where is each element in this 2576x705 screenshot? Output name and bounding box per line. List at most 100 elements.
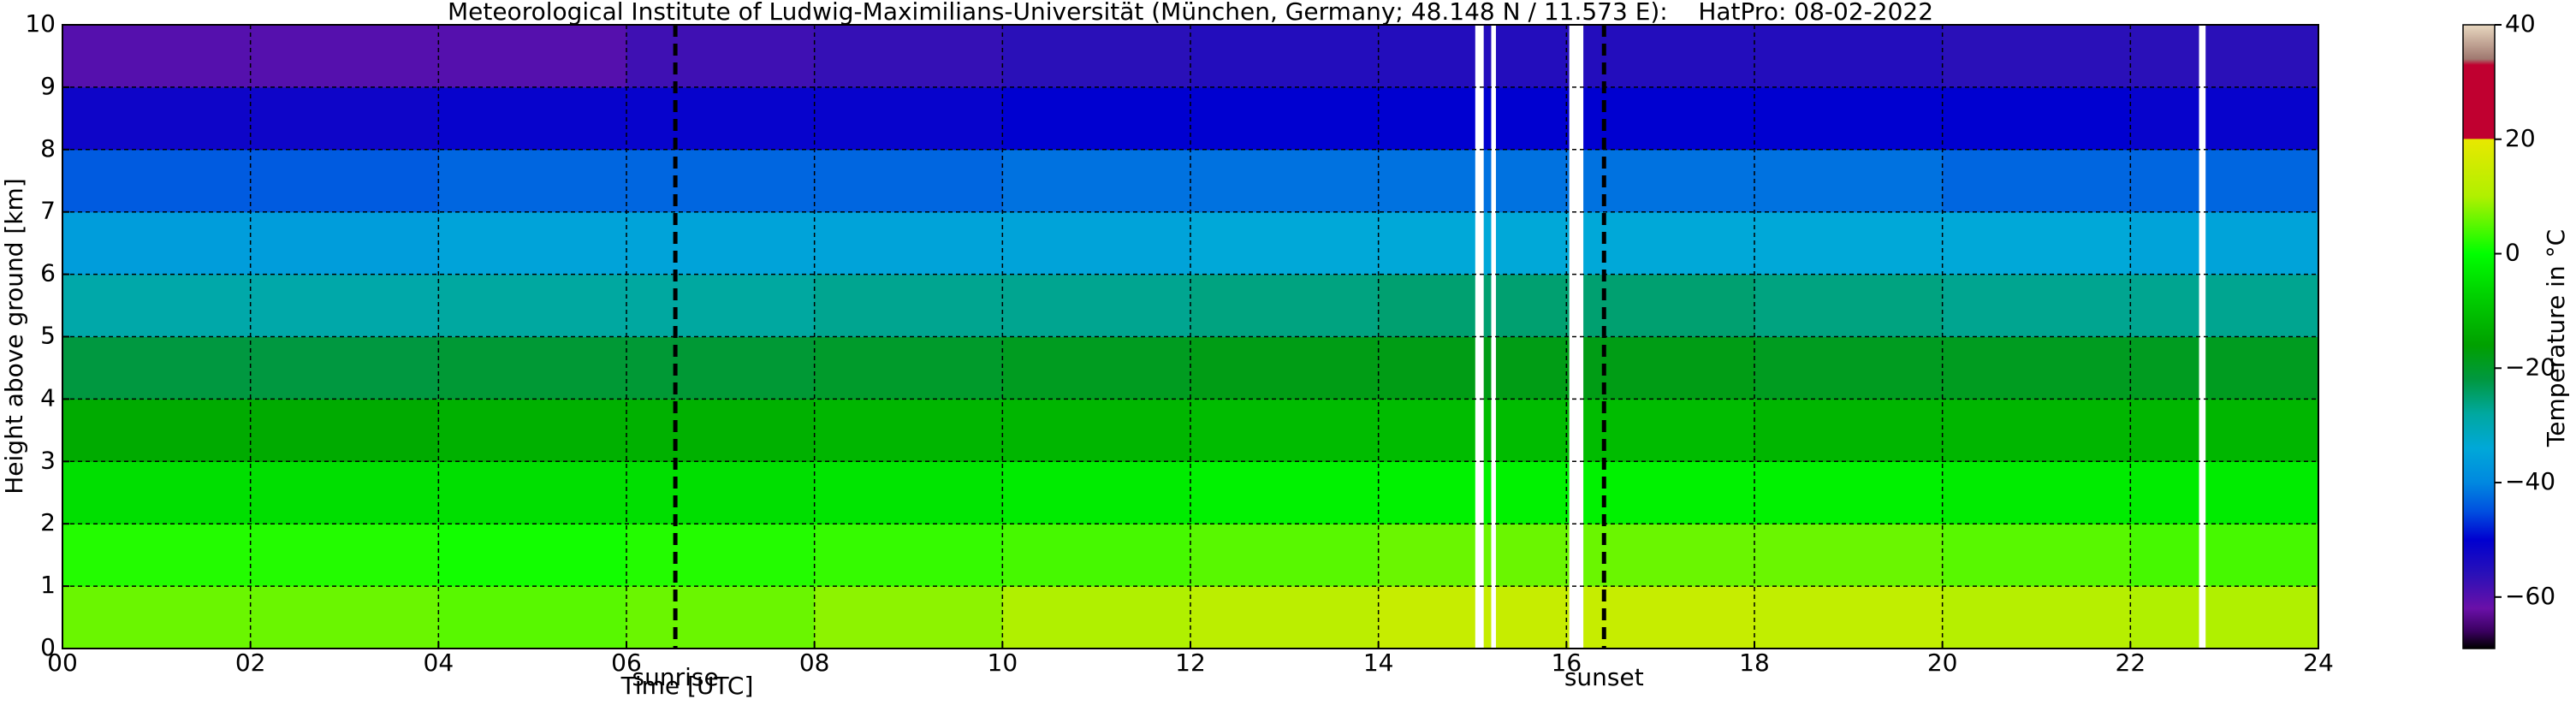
heatmap-cell (1378, 86, 1567, 151)
y-tick-label: 10 (25, 9, 56, 38)
heatmap-cell (250, 586, 439, 649)
heatmap-cell (1002, 25, 1191, 88)
heatmap-cell (1566, 211, 1755, 275)
x-axis-label: Time [UTC] (620, 672, 754, 700)
heatmap-cell (438, 86, 627, 151)
heatmap-cell (62, 211, 252, 275)
heatmap-cell (1190, 25, 1380, 88)
heatmap-cell (1002, 86, 1191, 151)
heatmap-cell (2130, 586, 2319, 649)
heatmap-cell (250, 86, 439, 151)
heatmap-cell (62, 399, 252, 462)
heatmap-cell (1754, 211, 1944, 275)
x-tick-label: 12 (1175, 649, 1206, 677)
heatmap-cell (1942, 586, 2131, 649)
heatmap-cell (1942, 399, 2131, 462)
heatmap-cell (1190, 336, 1380, 400)
heatmap-cell (1942, 336, 2131, 400)
heatmap-cell (626, 211, 816, 275)
heatmap-cell (1754, 336, 1944, 400)
heatmap-cell (814, 86, 1003, 151)
heatmap-cell (1566, 524, 1755, 587)
y-tick-label: 9 (40, 72, 56, 100)
heatmap-cell (2130, 461, 2319, 524)
heatmap-cell (1378, 399, 1567, 462)
heatmap-cell (438, 149, 627, 213)
colorbar-tick-label: 0 (2505, 239, 2520, 267)
heatmap-cell (1190, 86, 1380, 151)
heatmap-cell (1754, 524, 1944, 587)
heatmap-cell (1754, 274, 1944, 337)
heatmap-cell (1378, 211, 1567, 275)
y-tick-label: 5 (40, 322, 56, 350)
y-tick-label: 2 (40, 508, 56, 536)
heatmap-cell (1378, 461, 1567, 524)
heatmap-cell (2130, 524, 2319, 587)
heatmap-cell (814, 524, 1003, 587)
heatmap-cell (438, 399, 627, 462)
heatmap-cell (1002, 586, 1191, 649)
heatmap-cell (626, 524, 816, 587)
y-tick-label: 6 (40, 259, 56, 287)
data-gap (1475, 25, 1484, 649)
plot-frame (62, 24, 2319, 649)
x-tick-label: 00 (47, 649, 78, 677)
x-tick-label: 08 (799, 649, 830, 677)
heatmap-cell (626, 461, 816, 524)
heatmap-cell (2130, 274, 2319, 337)
y-tick-label: 3 (40, 446, 56, 474)
colorbar-tick-label: −60 (2505, 582, 2555, 610)
heatmap-cell (2130, 336, 2319, 400)
heatmap-cell (1566, 461, 1755, 524)
x-tick-label: 22 (2116, 649, 2146, 677)
heatmap-cell (814, 461, 1003, 524)
heatmap-cell (1190, 211, 1380, 275)
data-gap (2199, 25, 2206, 649)
heatmap-cell (1378, 25, 1567, 88)
heatmap-cell (1190, 399, 1380, 462)
heatmap-cell (1566, 399, 1755, 462)
heatmap-cell (626, 149, 816, 213)
heatmap-cell (814, 149, 1003, 213)
colorbar-tick-label: −40 (2505, 467, 2555, 495)
y-tick-label: 1 (40, 571, 56, 599)
heatmap-cell (1378, 586, 1567, 649)
heatmap-cell (438, 211, 627, 275)
annotation-label: sunrise (632, 663, 719, 691)
heatmap-cell (626, 336, 816, 400)
heatmap-cell (62, 86, 252, 151)
heatmap-cell (1378, 274, 1567, 337)
chart-title: Meteorological Institute of Ludwig-Maxim… (448, 0, 1933, 26)
heatmap-cell (1002, 149, 1191, 213)
heatmap-cell (438, 461, 627, 524)
heatmap-cell (626, 399, 816, 462)
heatmap-cell (2130, 399, 2319, 462)
colorbar-tick-label: 20 (2505, 124, 2536, 152)
heatmap-cell (250, 336, 439, 400)
heatmap-cell (250, 25, 439, 88)
heatmap-cell (250, 461, 439, 524)
y-tick-label: 0 (40, 633, 56, 661)
colorbar-tick-label: −20 (2505, 352, 2555, 381)
heatmap-cell (2130, 25, 2319, 88)
heatmap-cell (814, 399, 1003, 462)
heatmap-cell (438, 586, 627, 649)
heatmap-cell (1754, 399, 1944, 462)
y-tick-label: 7 (40, 197, 56, 225)
heatmap-cell (62, 336, 252, 400)
heatmap-cell (1378, 524, 1567, 587)
x-tick-label: 10 (988, 649, 1018, 677)
heatmap-cell (1190, 274, 1380, 337)
heatmap-cell (1942, 274, 2131, 337)
heatmap-cell (1566, 25, 1755, 88)
heatmap-cell (1002, 399, 1191, 462)
heatmap-cell (626, 586, 816, 649)
heatmap-cell (2130, 211, 2319, 275)
heatmap-cell (250, 274, 439, 337)
heatmap-cell (1754, 586, 1944, 649)
heatmap-cell (2130, 149, 2319, 213)
heatmap-cell (1190, 586, 1380, 649)
heatmap-cell (62, 524, 252, 587)
heatmap-cell (626, 86, 816, 151)
